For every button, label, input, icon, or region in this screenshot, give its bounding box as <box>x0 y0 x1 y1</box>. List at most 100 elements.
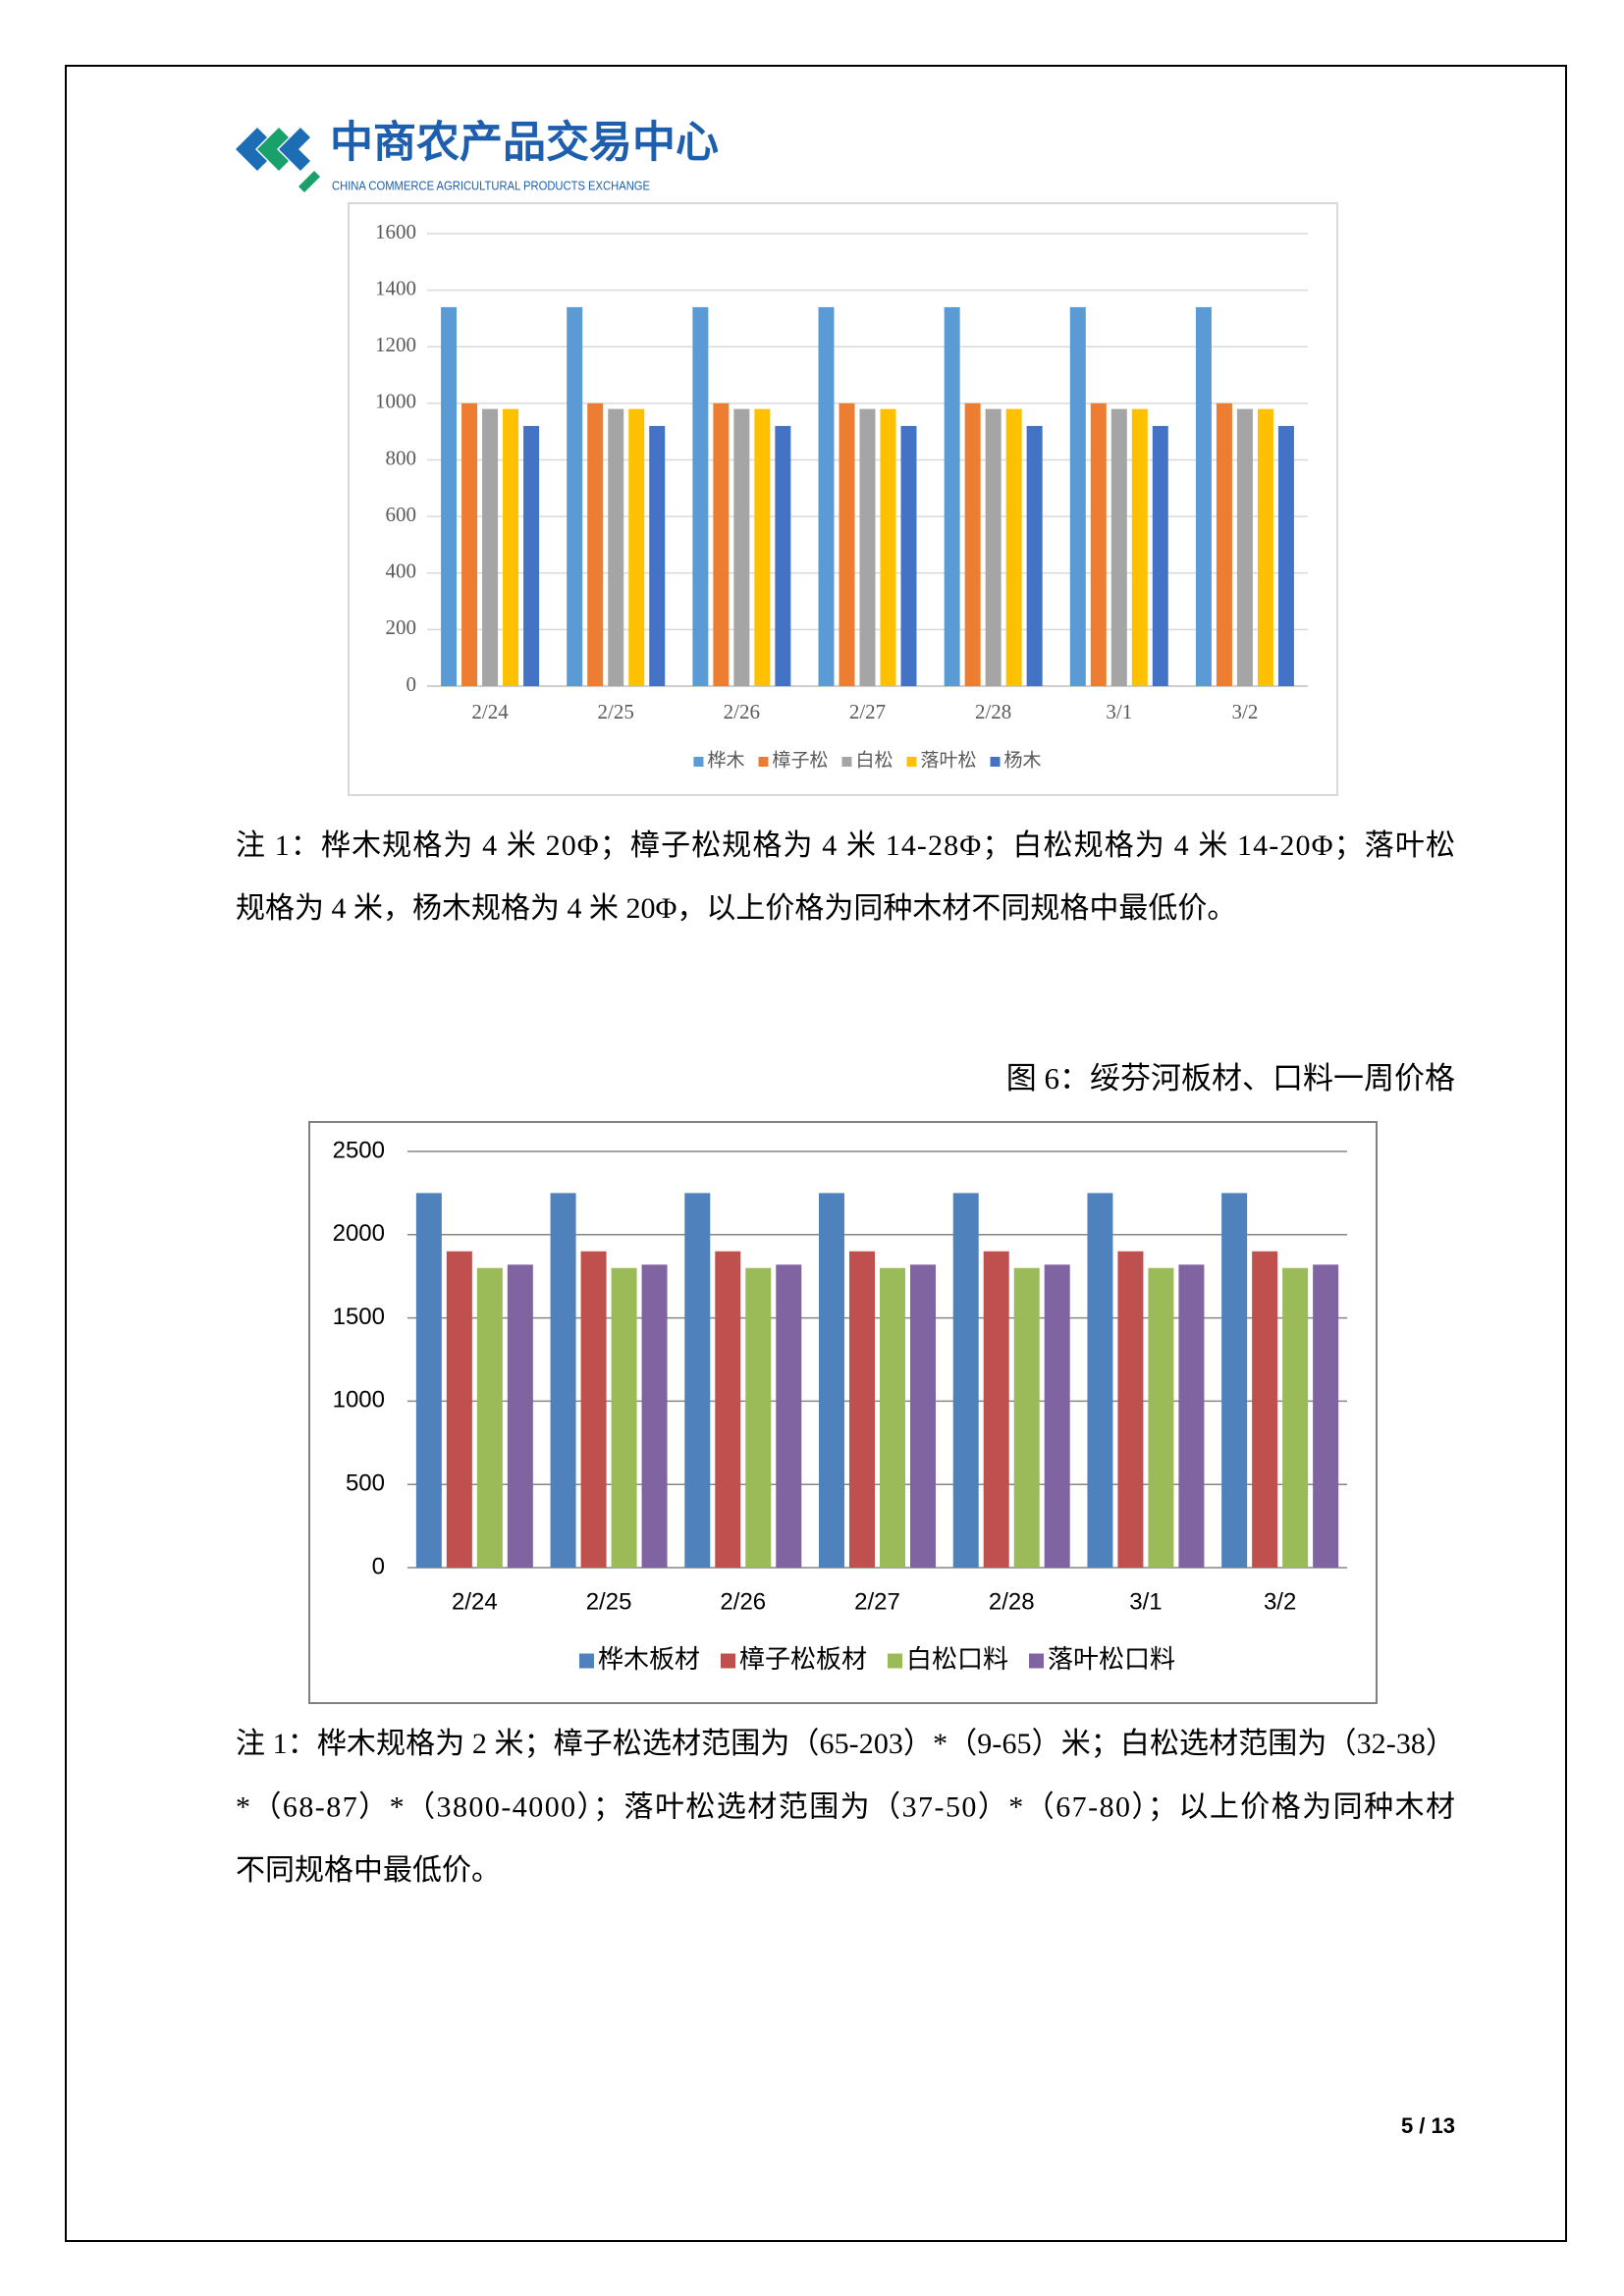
bar <box>859 408 876 686</box>
legend-swatch <box>906 757 917 767</box>
bar <box>1216 402 1232 686</box>
bar <box>628 408 645 686</box>
y-tick-label: 1500 <box>333 1304 385 1330</box>
logo-subtitle: CHINA COMMERCE AGRICULTURAL PRODUCTS EXC… <box>332 178 650 192</box>
y-tick-label: 2500 <box>333 1137 385 1163</box>
legend-swatch <box>841 757 852 767</box>
bar <box>1087 1193 1113 1568</box>
legend-label: 落叶松口料 <box>1048 1644 1175 1674</box>
bar <box>1252 1251 1278 1568</box>
bar <box>715 1251 741 1568</box>
bar <box>482 408 499 686</box>
bar <box>1069 306 1086 686</box>
legend-swatch <box>758 757 769 767</box>
x-tick-label: 2/28 <box>975 700 1011 723</box>
note-line: *（68-87）*（3800-4000）；落叶松选材范围为（37-50）*（67… <box>236 1790 1455 1823</box>
bar <box>567 306 583 686</box>
x-tick-label: 2/24 <box>452 1588 498 1615</box>
bar <box>692 306 709 686</box>
x-tick-label: 3/2 <box>1232 700 1259 723</box>
bar <box>507 1264 533 1568</box>
y-tick-label: 0 <box>372 1553 385 1579</box>
x-tick-label: 3/2 <box>1264 1588 1296 1615</box>
x-tick-label: 2/26 <box>724 700 760 723</box>
bar <box>550 1193 576 1568</box>
bar <box>1148 1267 1174 1568</box>
bar <box>649 425 666 686</box>
legend-swatch <box>578 1653 594 1669</box>
bar <box>503 408 519 686</box>
legend-label: 桦木板材 <box>598 1644 700 1674</box>
chart: 0 200 400 600 800 1000 1200 1400 1600 2/24 2/25 2/2… <box>375 220 1308 771</box>
legend-label: 樟子松板材 <box>739 1644 867 1674</box>
bar <box>1195 306 1212 686</box>
bar <box>1005 408 1022 686</box>
bar <box>1110 408 1127 686</box>
bar <box>1257 408 1273 686</box>
note: 注 1：桦木规格为 2 米；樟子松选材范围为（65-203）*（9-65）米；白… <box>236 1728 1455 1887</box>
bar <box>944 306 960 686</box>
x-tick-label: 2/25 <box>598 700 634 723</box>
legend-label: 落叶松 <box>921 749 977 771</box>
chart: 0 500 1000 1500 2000 2500 2/24 2/25 2/26 2/27 2/28… <box>333 1137 1347 1674</box>
bar <box>819 1193 844 1568</box>
page-border <box>65 65 1567 2242</box>
note: 注 1：桦木规格为 4 米 20Φ；樟子松规格为 4 米 14-28Φ；白松规格… <box>236 829 1455 925</box>
bar <box>964 402 981 686</box>
y-tick-label: 1200 <box>375 333 416 356</box>
bar <box>1152 425 1168 686</box>
y-tick-label: 1400 <box>375 276 416 299</box>
page-number: 5 / 13 <box>1401 2113 1455 2138</box>
bar <box>880 408 896 686</box>
bar <box>1117 1251 1144 1568</box>
legend-label: 樟子松 <box>772 749 828 771</box>
bar <box>985 408 1001 686</box>
bar <box>441 306 458 686</box>
bar <box>1090 402 1107 686</box>
bar <box>1221 1193 1248 1568</box>
legend: 桦木板材 樟子松板材 白松口料 落叶松口料 <box>578 1644 1175 1674</box>
bar <box>608 408 624 686</box>
x-tick-label: 2/24 <box>471 700 509 723</box>
x-tick-label: 3/1 <box>1129 1588 1162 1615</box>
bar <box>983 1251 1009 1568</box>
bar <box>587 402 604 686</box>
legend-swatch <box>693 757 704 767</box>
note-line: 注 1：桦木规格为 4 米 20Φ；樟子松规格为 4 米 14-28Φ；白松规格… <box>236 829 1455 862</box>
bar <box>1236 408 1253 686</box>
y-tick-label: 2000 <box>333 1220 385 1247</box>
bar <box>1178 1264 1205 1568</box>
y-tick-label: 0 <box>406 672 417 696</box>
legend-label: 白松口料 <box>906 1644 1008 1674</box>
bar <box>733 408 750 686</box>
bar <box>745 1267 772 1568</box>
bar <box>849 1251 875 1568</box>
y-tick-label: 400 <box>386 560 417 583</box>
bar <box>1044 1264 1070 1568</box>
bar <box>523 425 540 686</box>
bar <box>952 1193 979 1568</box>
bar <box>776 1264 802 1568</box>
bar <box>1277 425 1294 686</box>
y-tick-label: 1600 <box>375 220 416 243</box>
bar <box>580 1251 607 1568</box>
legend: 桦木 樟子松 白松 落叶松 杨木 <box>693 749 1042 771</box>
legend-label: 杨木 <box>1004 749 1042 771</box>
bar <box>446 1251 472 1568</box>
x-tick-label: 3/1 <box>1106 700 1132 723</box>
legend-swatch <box>990 757 1001 767</box>
y-tick-label: 500 <box>346 1470 385 1497</box>
bar <box>461 402 478 686</box>
bar <box>839 402 855 686</box>
bar <box>754 408 771 686</box>
bar <box>910 1264 936 1568</box>
bar <box>1282 1267 1309 1568</box>
y-tick-label: 800 <box>386 446 417 469</box>
note-line: 不同规格中最低价。 <box>236 1854 501 1887</box>
bar <box>713 402 730 686</box>
logo-mark <box>236 128 320 192</box>
bar <box>775 425 791 686</box>
bar <box>684 1193 711 1568</box>
y-tick-label: 600 <box>386 503 417 526</box>
